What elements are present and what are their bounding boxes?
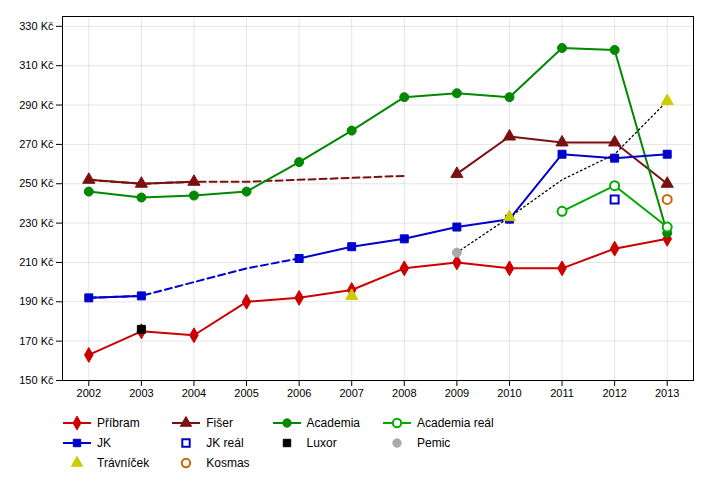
svg-text:2008: 2008 (392, 387, 416, 399)
svg-text:190 Kč: 190 Kč (19, 295, 54, 307)
svg-text:2004: 2004 (182, 387, 206, 399)
svg-text:2012: 2012 (602, 387, 626, 399)
svg-text:210 Kč: 210 Kč (19, 256, 54, 268)
html-text:Academia: Academia (306, 416, 360, 430)
svg-text:330 Kč: 330 Kč (19, 20, 54, 32)
svg-text:2003: 2003 (129, 387, 153, 399)
svg-text:230 Kč: 230 Kč (19, 217, 54, 229)
svg-text:2007: 2007 (339, 387, 363, 399)
svg-text:2006: 2006 (287, 387, 311, 399)
svg-text:2011: 2011 (550, 387, 574, 399)
html-text:Kosmas: Kosmas (206, 456, 250, 470)
svg-text:2002: 2002 (77, 387, 101, 399)
svg-text:2010: 2010 (497, 387, 521, 399)
svg-text:250 Kč: 250 Kč (19, 177, 54, 189)
svg-text:290 Kč: 290 Kč (19, 99, 54, 111)
svg-text:270 Kč: 270 Kč (19, 138, 54, 150)
html-text:JK: JK (97, 436, 111, 450)
html-text:Luxor: Luxor (306, 436, 337, 450)
svg-text:2005: 2005 (234, 387, 258, 399)
svg-text:2013: 2013 (655, 387, 679, 399)
svg-text:2009: 2009 (445, 387, 469, 399)
html-text:Trávníček: Trávníček (97, 456, 150, 470)
html-text:Academia reál: Academia reál (417, 416, 494, 430)
svg-text:310 Kč: 310 Kč (19, 59, 54, 71)
html-text:Fišer: Fišer (206, 416, 233, 430)
html-text:JK reál: JK reál (206, 436, 244, 450)
html-text:Příbram: Příbram (97, 416, 140, 430)
html-text:Pemic: Pemic (417, 436, 451, 450)
svg-text:170 Kč: 170 Kč (19, 335, 54, 347)
svg-text:150 Kč: 150 Kč (19, 374, 54, 386)
